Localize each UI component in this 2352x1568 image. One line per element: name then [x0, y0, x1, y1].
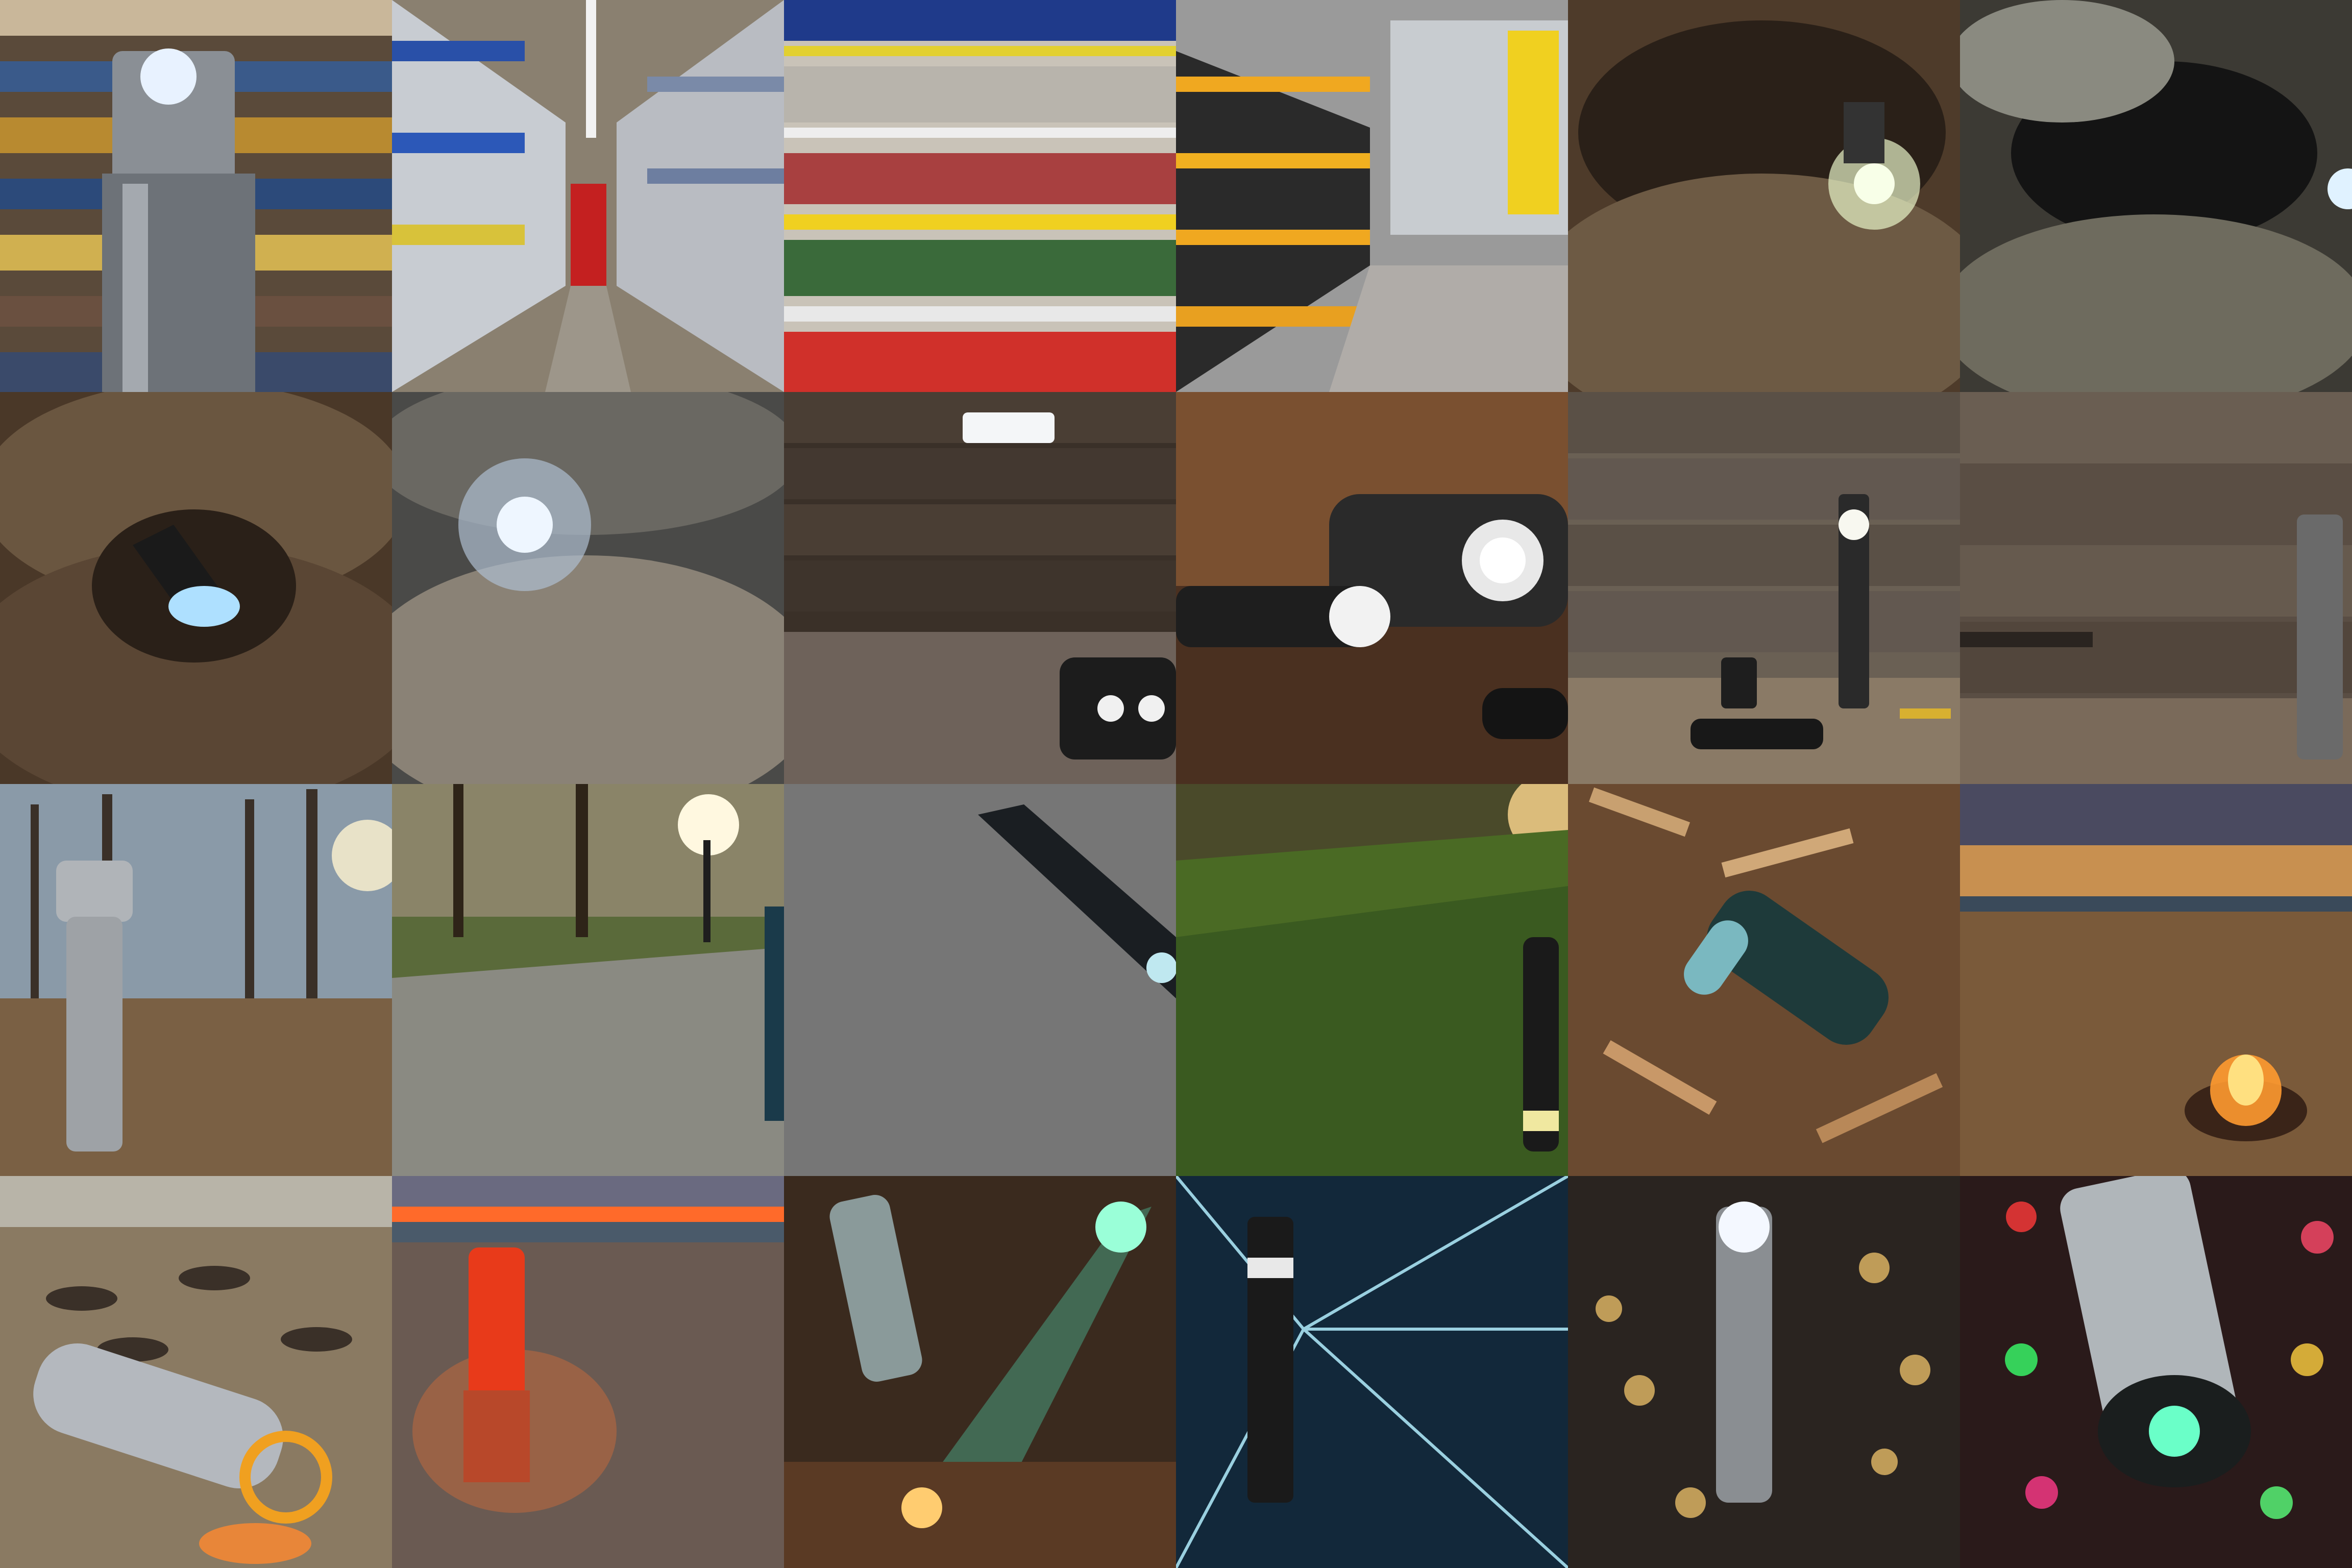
tile-park-path	[392, 784, 784, 1176]
stage-lights-image	[784, 1176, 1176, 1568]
flashlight-store-image	[0, 0, 392, 392]
store-aisle-image	[392, 0, 784, 392]
flashlight-cave-image	[1568, 0, 1960, 392]
tile-flashlight-standing	[1568, 392, 1960, 784]
store-shelves-image	[784, 0, 1176, 392]
flashlight-colored-bokeh-image	[1960, 1176, 2352, 1568]
tile-beach-campfire	[1960, 784, 2352, 1176]
store-aisle-2-image	[1176, 0, 1568, 392]
park-path-image	[392, 784, 784, 1176]
tile-flashlight-beach	[0, 1176, 392, 1568]
lantern-beach-image	[392, 1176, 784, 1568]
beach-campfire-image	[1960, 784, 2352, 1176]
tile-flashlight-gravel	[784, 784, 1176, 1176]
tile-cave	[1960, 0, 2352, 392]
cave-image	[1960, 0, 2352, 392]
flashlight-beach-image	[0, 1176, 392, 1568]
tile-lantern-beach	[392, 1176, 784, 1568]
tile-flashlight-bokeh	[1568, 1176, 1960, 1568]
tile-grass-sunset	[1176, 784, 1568, 1176]
light-streaks-image	[1176, 1176, 1568, 1568]
flashlights-table-image	[1176, 392, 1568, 784]
flashlight-driftwood-image	[1568, 784, 1960, 1176]
flashlight-wood-image	[784, 392, 1176, 784]
tile-flashlight-cave-2	[0, 392, 392, 784]
tile-store-aisle	[392, 0, 784, 392]
tile-light-streaks	[1176, 1176, 1568, 1568]
tile-flashlight-store	[0, 0, 392, 392]
tile-flashlight-park	[0, 784, 392, 1176]
tile-flashlight-wood	[784, 392, 1176, 784]
tile-flashlight-colored-bokeh	[1960, 1176, 2352, 1568]
tile-store-aisle-2	[1176, 0, 1568, 392]
flashlight-gravel-image	[784, 784, 1176, 1176]
flashlight-cave-2-image	[0, 392, 392, 784]
flashlight-standing-image	[1568, 392, 1960, 784]
tile-flashlights-table	[1176, 392, 1568, 784]
tile-flashlight-cave	[1568, 0, 1960, 392]
cave-light-image	[392, 392, 784, 784]
grass-sunset-image	[1176, 784, 1568, 1176]
flashlight-wall-image	[1960, 392, 2352, 784]
flashlight-park-image	[0, 784, 392, 1176]
tile-flashlight-driftwood	[1568, 784, 1960, 1176]
flashlight-bokeh-image	[1568, 1176, 1960, 1568]
tile-cave-light	[392, 392, 784, 784]
tile-store-shelves	[784, 0, 1176, 392]
tile-flashlight-wall	[1960, 392, 2352, 784]
tile-stage-lights	[784, 1176, 1176, 1568]
